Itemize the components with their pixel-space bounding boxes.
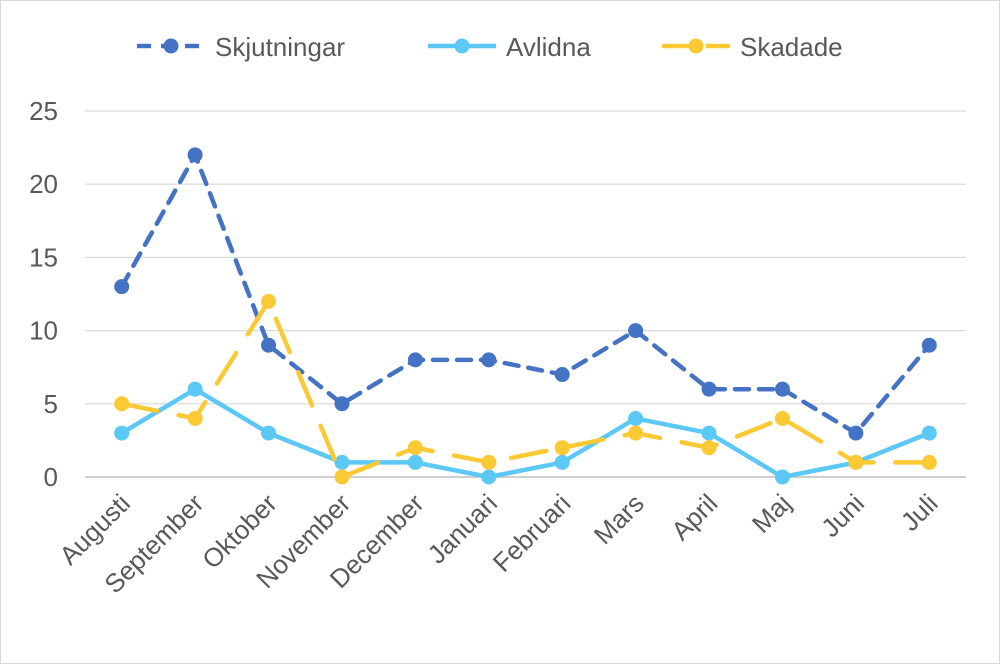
- data-point-avlidna: [187, 381, 203, 397]
- data-point-avlidna: [481, 469, 497, 485]
- x-tick-label: April: [665, 488, 723, 546]
- legend-item-avlidna: Avlidna: [428, 32, 591, 62]
- legend-label: Skjutningar: [215, 32, 345, 62]
- data-point-skadade: [261, 293, 277, 309]
- x-axis-ticks: AugustiSeptemberOktoberNovemberDecemberJ…: [53, 488, 943, 599]
- y-tick-label: 25: [29, 96, 58, 126]
- data-point-skadade: [187, 410, 203, 426]
- data-point-avlidna: [334, 454, 350, 470]
- x-tick-label: Juli: [895, 488, 944, 537]
- data-point-skadade: [481, 454, 497, 470]
- x-tick-label: Juni: [815, 488, 870, 543]
- data-point-skjutningar: [187, 147, 203, 163]
- gridlines: [85, 110, 966, 478]
- legend-item-skadade: Skadade: [662, 32, 843, 62]
- data-point-skjutningar: [407, 352, 423, 368]
- data-point-skadade: [848, 454, 864, 470]
- data-point-avlidna: [554, 454, 570, 470]
- y-tick-label: 10: [29, 316, 58, 346]
- legend-marker: [163, 38, 179, 54]
- data-point-skadade: [701, 440, 717, 456]
- x-tick-label: Maj: [746, 488, 797, 539]
- data-point-skadade: [921, 454, 937, 470]
- data-point-skjutningar: [628, 323, 644, 339]
- legend-item-skjutningar: Skjutningar: [137, 32, 345, 62]
- series-skadade: [114, 293, 937, 485]
- x-tick-label: Mars: [588, 488, 650, 550]
- series-line-skadade: [119, 299, 932, 480]
- data-point-skjutningar: [114, 279, 130, 295]
- data-point-skadade: [334, 469, 350, 485]
- data-point-skjutningar: [774, 381, 790, 397]
- data-point-avlidna: [774, 469, 790, 485]
- series-line-avlidna: [119, 386, 932, 480]
- series-avlidna: [114, 381, 937, 485]
- data-point-skjutningar: [921, 337, 937, 353]
- legend-label: Avlidna: [506, 32, 591, 62]
- data-point-skadade: [774, 410, 790, 426]
- data-point-skjutningar: [554, 367, 570, 383]
- data-point-skjutningar: [848, 425, 864, 441]
- legend-label: Skadade: [740, 32, 843, 62]
- data-point-avlidna: [628, 410, 644, 426]
- data-point-skadade: [407, 440, 423, 456]
- data-point-skadade: [114, 396, 130, 412]
- data-point-skjutningar: [481, 352, 497, 368]
- data-point-avlidna: [114, 425, 130, 441]
- y-tick-label: 20: [29, 169, 58, 199]
- y-tick-label: 0: [44, 462, 58, 492]
- data-point-skadade: [554, 440, 570, 456]
- data-point-avlidna: [921, 425, 937, 441]
- data-point-skjutningar: [701, 381, 717, 397]
- legend: Skjutningar Avlidna Skadade: [137, 32, 843, 62]
- y-axis-ticks: 0 5 10 15 20 25: [29, 96, 58, 492]
- x-tick-label: Februari: [487, 488, 577, 578]
- series-line-skjutningar: [119, 152, 932, 436]
- legend-marker: [454, 38, 470, 54]
- legend-marker: [688, 38, 704, 54]
- data-point-skjutningar: [261, 337, 277, 353]
- data-point-avlidna: [407, 454, 423, 470]
- y-tick-label: 5: [44, 389, 58, 419]
- y-tick-label: 15: [29, 242, 58, 272]
- data-point-avlidna: [261, 425, 277, 441]
- data-point-avlidna: [701, 425, 717, 441]
- data-point-skadade: [628, 425, 644, 441]
- series-skjutningar: [114, 147, 937, 441]
- data-point-skjutningar: [334, 396, 350, 412]
- series-group: [114, 147, 937, 485]
